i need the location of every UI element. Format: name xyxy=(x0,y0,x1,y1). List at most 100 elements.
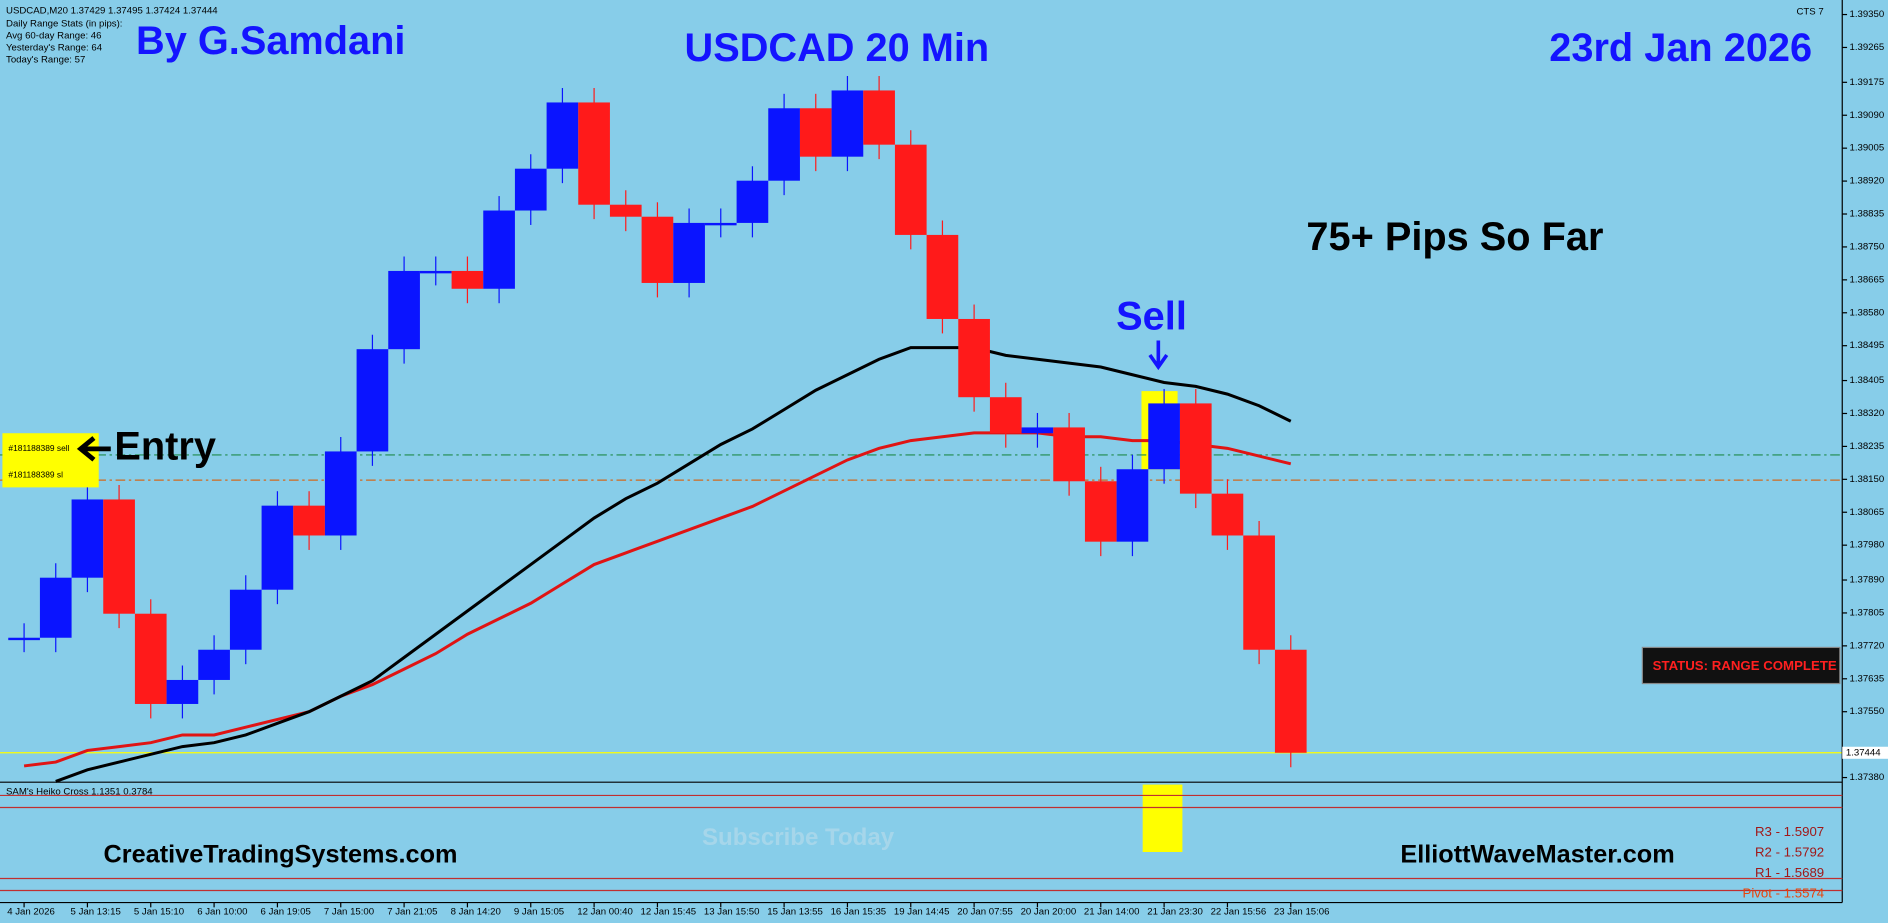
y-tick-label: 1.38920 xyxy=(1849,176,1884,187)
candle-body xyxy=(578,102,610,205)
candle-body xyxy=(1243,535,1275,650)
y-tick-label: 1.38495 xyxy=(1849,340,1884,351)
y-tick-label: 1.38750 xyxy=(1849,241,1884,252)
candle-body xyxy=(356,349,389,452)
indicator-label: SAM's Heiko Cross 1.1351 0.3784 xyxy=(6,786,153,797)
y-tick-label: 1.37550 xyxy=(1849,706,1884,717)
candle-body xyxy=(483,210,515,289)
candle-body xyxy=(103,499,135,614)
x-tick-label: 19 Jan 14:45 xyxy=(894,907,950,918)
candle-body xyxy=(8,637,40,641)
candle-body xyxy=(641,216,674,283)
y-tick-label: 1.38580 xyxy=(1849,307,1884,318)
status: STATUS: RANGE COMPLETE xyxy=(1653,658,1837,673)
pivot-level: R3 - 1.5907 xyxy=(1755,824,1824,839)
y-tick-label: 1.39350 xyxy=(1849,9,1884,20)
candle-body xyxy=(704,222,737,226)
candle-body xyxy=(799,108,832,157)
x-tick-label: 5 Jan 13:15 xyxy=(71,907,121,918)
y-tick-label: 1.38235 xyxy=(1849,441,1884,452)
x-tick-label: 21 Jan 14:00 xyxy=(1084,907,1140,918)
y-tick-label: 1.37380 xyxy=(1849,772,1884,783)
badge: CTS 7 xyxy=(1796,7,1823,18)
x-tick-label: 20 Jan 07:55 xyxy=(957,907,1013,918)
order-label: #181188389 sl xyxy=(8,470,63,480)
y-tick-label: 1.37635 xyxy=(1849,673,1884,684)
x-tick-label: 12 Jan 15:45 xyxy=(641,907,697,918)
plot-area xyxy=(0,76,1843,783)
footer-right: ElliottWaveMaster.com xyxy=(1400,840,1674,868)
candle-body xyxy=(609,204,642,217)
stats-title: Daily Range Stats (in pips): xyxy=(6,19,122,30)
y-tick-label: 1.38150 xyxy=(1849,474,1884,485)
candle-body xyxy=(324,451,357,536)
x-tick-label: 16 Jan 15:35 xyxy=(831,907,887,918)
y-tick-label: 1.37890 xyxy=(1849,575,1884,586)
y-tick-label: 1.38320 xyxy=(1849,408,1884,419)
x-tick-label: 9 Jan 15:05 xyxy=(514,907,564,918)
y-tick-label: 1.37805 xyxy=(1849,607,1884,618)
candle-body xyxy=(958,318,990,398)
current-price-box xyxy=(1842,746,1888,759)
candle-body xyxy=(1148,403,1180,470)
candle-body xyxy=(831,90,864,157)
y-tick-label: 1.38835 xyxy=(1849,209,1884,220)
candle-body xyxy=(768,108,800,181)
candle-body xyxy=(451,270,484,289)
x-tick-label: 23 Jan 15:06 xyxy=(1274,907,1330,918)
pips-annotation: 75+ Pips So Far xyxy=(1306,215,1603,259)
pivot-level: R2 - 1.5792 xyxy=(1755,845,1824,860)
x-tick-label: 20 Jan 20:00 xyxy=(1021,907,1077,918)
y-tick-label: 1.39175 xyxy=(1849,77,1884,88)
candle-body xyxy=(166,679,199,704)
candle-body xyxy=(229,589,262,650)
candle-body xyxy=(134,613,167,704)
candle-body xyxy=(926,234,959,319)
y-tick-label: 1.37720 xyxy=(1849,640,1884,651)
stat: Avg 60-day Range: 46 xyxy=(6,31,101,42)
candle-body xyxy=(1021,427,1054,434)
candle-body xyxy=(1053,427,1085,482)
candle-body xyxy=(1274,649,1307,753)
entry-box xyxy=(2,433,99,488)
x-tick-label: 5 Jan 15:10 xyxy=(134,907,184,918)
sell-arrow xyxy=(1148,340,1169,371)
y-tick-label: 1.38665 xyxy=(1849,274,1884,285)
y-tick-label: 1.38065 xyxy=(1849,507,1884,518)
sell-annotation: Sell xyxy=(1116,294,1187,338)
candle-body xyxy=(894,144,927,235)
candle-body xyxy=(198,649,230,680)
x-tick-label: 6 Jan 10:00 xyxy=(197,907,247,918)
axes: 1.39350 1.39265 1.39175 1.39090 1.39005 1.389… xyxy=(7,9,1888,918)
author: By G.Samdani xyxy=(136,19,405,63)
entry-annotation: Entry xyxy=(114,424,216,468)
candle-body xyxy=(514,168,547,211)
stat: Today's Range: 57 xyxy=(6,55,85,66)
x-tick-label: 7 Jan 15:00 xyxy=(324,907,374,918)
pivot-level: Pivot - 1.5574 xyxy=(1742,886,1824,901)
candle-body xyxy=(39,577,72,638)
candle-body xyxy=(1179,403,1212,494)
candle-body xyxy=(419,270,452,274)
x-tick-label: 21 Jan 23:30 xyxy=(1147,907,1203,918)
watermark: Subscribe Today xyxy=(702,824,895,851)
candle-body xyxy=(261,505,294,590)
y-tick-label: 1.37980 xyxy=(1849,540,1884,551)
x-tick-label: 12 Jan 00:40 xyxy=(577,907,633,918)
symbol-line: USDCAD,M20 1.37429 1.37495 1.37424 1.374… xyxy=(6,5,218,16)
y-tick-label: 1.38405 xyxy=(1849,375,1884,386)
y-tick-label: 1.39005 xyxy=(1849,143,1884,154)
candle-body xyxy=(1116,469,1149,542)
candle-body xyxy=(863,90,895,145)
status-box xyxy=(1641,646,1841,685)
oscillator-highlight xyxy=(1142,784,1183,852)
candle-body xyxy=(293,505,325,536)
candle-body xyxy=(1084,481,1117,542)
candle-body xyxy=(1211,493,1244,536)
stat: Yesterday's Range: 64 xyxy=(6,43,103,54)
y-tick-label: 1.39090 xyxy=(1849,110,1884,121)
candle-body xyxy=(736,180,769,223)
chart-title: USDCAD 20 Min xyxy=(685,26,990,70)
current-price-label: 1.37444 xyxy=(1846,747,1881,758)
